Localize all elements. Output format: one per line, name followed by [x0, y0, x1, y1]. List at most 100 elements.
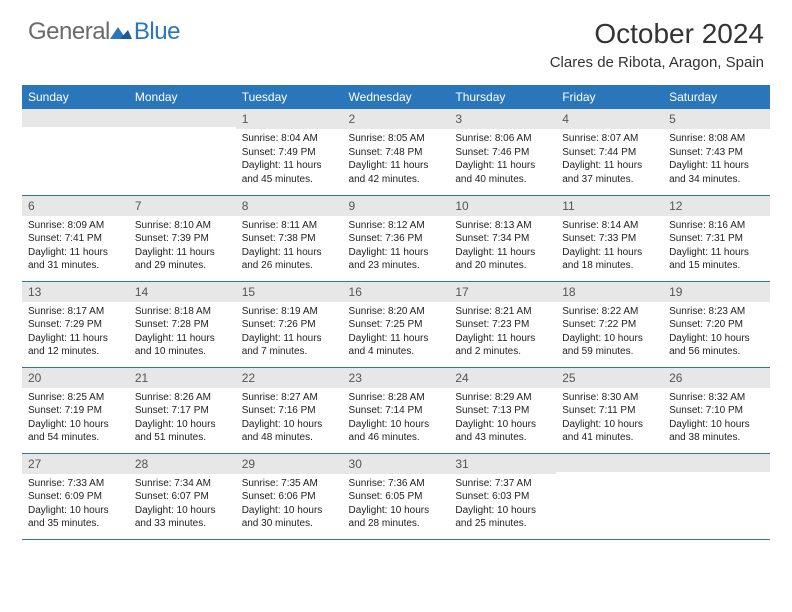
day-content: Sunrise: 8:23 AMSunset: 7:20 PMDaylight:…: [663, 302, 770, 363]
day-line: Sunset: 7:14 PM: [349, 404, 444, 418]
day-line: Sunrise: 8:10 AM: [135, 219, 230, 233]
calendar-day-cell: 19Sunrise: 8:23 AMSunset: 7:20 PMDayligh…: [663, 281, 770, 367]
calendar-day-cell: 2Sunrise: 8:05 AMSunset: 7:48 PMDaylight…: [343, 109, 450, 195]
logo: General Blue: [28, 18, 180, 46]
day-line: and 51 minutes.: [135, 431, 230, 445]
weekday-header: Sunday: [22, 85, 129, 109]
calendar-day-cell: 3Sunrise: 8:06 AMSunset: 7:46 PMDaylight…: [449, 109, 556, 195]
day-number: 9: [343, 196, 450, 216]
day-line: Daylight: 11 hours: [455, 246, 550, 260]
calendar-day-cell: 12Sunrise: 8:16 AMSunset: 7:31 PMDayligh…: [663, 195, 770, 281]
weekday-header: Monday: [129, 85, 236, 109]
calendar-day-cell: 26Sunrise: 8:32 AMSunset: 7:10 PMDayligh…: [663, 367, 770, 453]
day-content: Sunrise: 8:20 AMSunset: 7:25 PMDaylight:…: [343, 302, 450, 363]
day-content: Sunrise: 8:06 AMSunset: 7:46 PMDaylight:…: [449, 129, 556, 190]
day-line: Sunset: 7:25 PM: [349, 318, 444, 332]
day-line: Sunrise: 7:33 AM: [28, 477, 123, 491]
calendar-day-cell: 27Sunrise: 7:33 AMSunset: 6:09 PMDayligh…: [22, 453, 129, 539]
day-line: Sunrise: 8:08 AM: [669, 132, 764, 146]
calendar-week-row: 13Sunrise: 8:17 AMSunset: 7:29 PMDayligh…: [22, 281, 770, 367]
day-number: [556, 454, 663, 472]
logo-text-general: General: [28, 18, 110, 46]
day-content: Sunrise: 8:29 AMSunset: 7:13 PMDaylight:…: [449, 388, 556, 449]
day-content: [22, 127, 129, 177]
day-content: Sunrise: 8:25 AMSunset: 7:19 PMDaylight:…: [22, 388, 129, 449]
day-line: and 10 minutes.: [135, 345, 230, 359]
calendar-week-row: 27Sunrise: 7:33 AMSunset: 6:09 PMDayligh…: [22, 453, 770, 539]
header: General Blue October 2024 Clares de Ribo…: [0, 0, 792, 79]
day-number: 7: [129, 196, 236, 216]
day-content: Sunrise: 8:11 AMSunset: 7:38 PMDaylight:…: [236, 216, 343, 277]
day-line: Sunset: 7:29 PM: [28, 318, 123, 332]
day-content: Sunrise: 8:13 AMSunset: 7:34 PMDaylight:…: [449, 216, 556, 277]
day-line: and 41 minutes.: [562, 431, 657, 445]
day-content: Sunrise: 7:33 AMSunset: 6:09 PMDaylight:…: [22, 474, 129, 535]
day-number: 5: [663, 109, 770, 129]
day-line: Sunrise: 8:22 AM: [562, 305, 657, 319]
calendar-day-cell: 9Sunrise: 8:12 AMSunset: 7:36 PMDaylight…: [343, 195, 450, 281]
day-content: Sunrise: 8:17 AMSunset: 7:29 PMDaylight:…: [22, 302, 129, 363]
day-number: 4: [556, 109, 663, 129]
calendar-day-cell: 17Sunrise: 8:21 AMSunset: 7:23 PMDayligh…: [449, 281, 556, 367]
day-line: Sunrise: 7:37 AM: [455, 477, 550, 491]
day-content: Sunrise: 8:26 AMSunset: 7:17 PMDaylight:…: [129, 388, 236, 449]
day-number: 26: [663, 368, 770, 388]
day-number: [663, 454, 770, 472]
location-text: Clares de Ribota, Aragon, Spain: [550, 54, 764, 71]
calendar-day-cell: 11Sunrise: 8:14 AMSunset: 7:33 PMDayligh…: [556, 195, 663, 281]
day-line: Sunrise: 8:18 AM: [135, 305, 230, 319]
weekday-header: Thursday: [449, 85, 556, 109]
day-content: Sunrise: 7:36 AMSunset: 6:05 PMDaylight:…: [343, 474, 450, 535]
day-number: 29: [236, 454, 343, 474]
day-line: Daylight: 11 hours: [349, 332, 444, 346]
day-line: Daylight: 10 hours: [455, 418, 550, 432]
day-number: 28: [129, 454, 236, 474]
weekday-header: Tuesday: [236, 85, 343, 109]
day-line: Daylight: 11 hours: [349, 246, 444, 260]
day-number: 3: [449, 109, 556, 129]
day-line: Sunset: 6:03 PM: [455, 490, 550, 504]
day-line: Sunset: 7:31 PM: [669, 232, 764, 246]
day-line: Sunset: 7:23 PM: [455, 318, 550, 332]
day-line: and 28 minutes.: [349, 517, 444, 531]
calendar-day-cell: 14Sunrise: 8:18 AMSunset: 7:28 PMDayligh…: [129, 281, 236, 367]
day-line: Sunset: 7:39 PM: [135, 232, 230, 246]
weekday-header: Wednesday: [343, 85, 450, 109]
calendar-day-cell: 8Sunrise: 8:11 AMSunset: 7:38 PMDaylight…: [236, 195, 343, 281]
day-content: Sunrise: 8:28 AMSunset: 7:14 PMDaylight:…: [343, 388, 450, 449]
day-line: Daylight: 11 hours: [242, 332, 337, 346]
day-line: Daylight: 11 hours: [135, 246, 230, 260]
day-line: Sunrise: 8:05 AM: [349, 132, 444, 146]
day-line: Sunrise: 8:21 AM: [455, 305, 550, 319]
day-line: Sunset: 7:46 PM: [455, 146, 550, 160]
day-line: Daylight: 11 hours: [669, 159, 764, 173]
day-line: Daylight: 10 hours: [349, 504, 444, 518]
day-line: Daylight: 11 hours: [669, 246, 764, 260]
day-line: Sunrise: 8:11 AM: [242, 219, 337, 233]
day-line: Sunrise: 8:17 AM: [28, 305, 123, 319]
day-line: and 59 minutes.: [562, 345, 657, 359]
day-number: 8: [236, 196, 343, 216]
calendar-day-cell: 31Sunrise: 7:37 AMSunset: 6:03 PMDayligh…: [449, 453, 556, 539]
calendar-day-cell: [22, 109, 129, 195]
day-number: 31: [449, 454, 556, 474]
day-line: and 7 minutes.: [242, 345, 337, 359]
day-number: 12: [663, 196, 770, 216]
day-line: Sunrise: 8:27 AM: [242, 391, 337, 405]
day-content: Sunrise: 8:09 AMSunset: 7:41 PMDaylight:…: [22, 216, 129, 277]
day-line: Sunrise: 8:20 AM: [349, 305, 444, 319]
day-line: Sunset: 7:43 PM: [669, 146, 764, 160]
day-line: Sunrise: 8:28 AM: [349, 391, 444, 405]
day-line: Sunset: 7:19 PM: [28, 404, 123, 418]
day-line: Daylight: 10 hours: [28, 418, 123, 432]
day-line: and 4 minutes.: [349, 345, 444, 359]
day-line: Daylight: 11 hours: [455, 159, 550, 173]
day-number: 18: [556, 282, 663, 302]
day-line: Daylight: 10 hours: [562, 418, 657, 432]
day-line: Sunset: 7:10 PM: [669, 404, 764, 418]
day-line: Daylight: 10 hours: [669, 418, 764, 432]
day-line: Daylight: 10 hours: [349, 418, 444, 432]
day-number: 13: [22, 282, 129, 302]
day-line: Sunrise: 8:12 AM: [349, 219, 444, 233]
calendar-day-cell: 29Sunrise: 7:35 AMSunset: 6:06 PMDayligh…: [236, 453, 343, 539]
